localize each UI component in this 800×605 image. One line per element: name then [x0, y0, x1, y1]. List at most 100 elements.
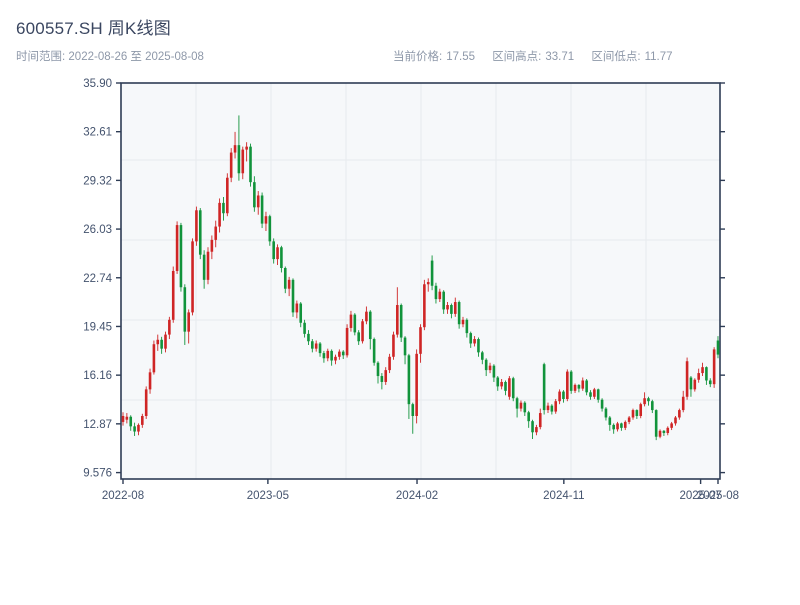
y-tick-label: 9.576	[83, 468, 112, 480]
candle	[156, 334, 160, 351]
axes-box	[120, 82, 721, 480]
candle	[562, 390, 565, 403]
chart-header: 600557.SH 周K线图 时间范围: 2022-08-26 至 2025-0…	[0, 0, 800, 72]
candle	[651, 399, 654, 414]
candle	[322, 350, 326, 363]
candle	[349, 310, 353, 332]
grid-lines	[121, 83, 720, 479]
candle	[222, 196, 225, 221]
candle	[585, 379, 588, 396]
candle	[511, 376, 515, 402]
candle	[256, 191, 260, 215]
candle	[372, 337, 376, 366]
x-tick-label: 2025-08	[697, 490, 739, 502]
time-range-value: 2022-08-26 至 2025-08-08	[68, 51, 204, 63]
candle	[442, 290, 445, 314]
candle	[183, 284, 187, 345]
y-tick-label: 32.61	[83, 127, 112, 139]
candle	[407, 353, 411, 419]
candle	[542, 362, 546, 415]
candles	[121, 115, 720, 441]
candle	[500, 379, 503, 390]
candle	[260, 192, 264, 229]
y-tick-label: 12.87	[83, 419, 112, 431]
candle	[627, 416, 631, 425]
candle	[620, 422, 623, 431]
candle	[214, 220, 218, 248]
candle	[341, 350, 345, 360]
candle	[334, 354, 337, 365]
candle	[658, 429, 662, 439]
candle	[438, 288, 442, 303]
candle	[674, 416, 677, 426]
candle	[148, 368, 152, 394]
stat-range-high: 区间高点: 33.71	[492, 51, 574, 63]
stat-range-low: 区间低点: 11.77	[591, 51, 672, 63]
candle	[249, 143, 252, 187]
candle	[195, 206, 198, 246]
candle	[411, 402, 415, 434]
candle	[670, 421, 673, 431]
candle	[175, 221, 179, 274]
candle	[693, 378, 697, 392]
candle	[697, 368, 700, 383]
stat-range-high-value: 33.71	[545, 51, 575, 63]
candle	[535, 424, 538, 436]
candle	[488, 362, 492, 374]
candle	[635, 409, 639, 419]
candle	[384, 367, 388, 385]
y-tick-label: 26.03	[83, 224, 112, 236]
candle	[538, 408, 542, 430]
candle	[473, 336, 476, 347]
candle	[515, 396, 519, 418]
candle	[133, 422, 136, 436]
candle	[326, 348, 330, 362]
candle	[307, 330, 310, 345]
candle	[314, 340, 318, 352]
candle	[392, 331, 395, 360]
candle	[596, 388, 600, 403]
candle	[481, 350, 484, 365]
x-tick-label: 2024-02	[396, 490, 438, 502]
candle	[137, 423, 140, 436]
candle	[237, 115, 241, 181]
candle	[550, 404, 554, 415]
y-tick-label: 19.45	[83, 321, 112, 333]
candle	[546, 402, 550, 414]
x-tick-label: 2022-08	[102, 490, 144, 502]
candle	[566, 369, 569, 402]
candle	[357, 330, 360, 345]
candle	[612, 423, 615, 434]
candle	[365, 306, 368, 325]
candle	[218, 198, 221, 233]
candle	[666, 426, 670, 436]
candle	[338, 349, 341, 360]
candle	[129, 415, 133, 431]
axis-ticks	[116, 82, 725, 484]
candle	[461, 316, 465, 328]
candle	[311, 339, 314, 353]
candle	[446, 302, 449, 314]
candle	[496, 376, 500, 391]
candle	[396, 287, 399, 338]
candle	[527, 410, 530, 428]
candle	[198, 208, 202, 260]
candle	[276, 244, 279, 266]
time-range: 时间范围: 2022-08-26 至 2025-08-08	[16, 48, 204, 64]
candle	[245, 142, 248, 162]
subtitle-row: 时间范围: 2022-08-26 至 2025-08-08 当前价格: 17.55…	[0, 48, 800, 64]
candle	[125, 413, 129, 424]
candle	[419, 324, 422, 363]
candle	[531, 419, 534, 439]
stat-current-price-label: 当前价格:	[393, 51, 443, 63]
candle	[477, 337, 480, 357]
candle	[616, 421, 619, 432]
candle	[705, 366, 708, 385]
candle	[519, 400, 523, 412]
candle	[678, 408, 681, 420]
y-tick-label: 29.32	[83, 175, 112, 187]
candle	[453, 297, 457, 317]
candle	[708, 378, 712, 388]
candle	[280, 245, 283, 273]
candle	[291, 278, 295, 317]
